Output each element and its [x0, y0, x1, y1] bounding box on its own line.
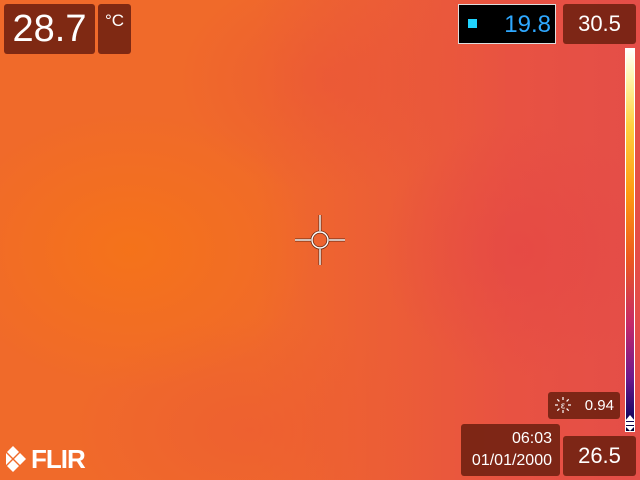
- emissivity-box[interactable]: ε 0.94: [548, 392, 620, 419]
- flir-logo: FLIR: [5, 443, 100, 475]
- scale-marker-icon[interactable]: [623, 414, 637, 432]
- measurement-value: 19.8: [504, 11, 551, 38]
- scale-min[interactable]: 26.5: [563, 436, 636, 476]
- scale-max[interactable]: 30.5: [563, 4, 636, 44]
- emissivity-value: 0.94: [584, 397, 614, 414]
- measurement-box[interactable]: 19.8: [458, 4, 556, 44]
- flir-logo-text: FLIR: [31, 444, 86, 474]
- spot-temperature: 28.7: [4, 4, 95, 54]
- time-label: 06:03: [511, 430, 552, 447]
- measurement-marker-icon: [468, 19, 477, 28]
- svg-text:ε: ε: [561, 402, 566, 412]
- date-time-box: 06:03 01/01/2000: [461, 424, 560, 476]
- color-scale-bar: [625, 48, 635, 432]
- emissivity-icon: ε: [555, 397, 571, 413]
- date-label: 01/01/2000: [471, 452, 552, 469]
- temperature-unit: °C: [98, 4, 131, 54]
- crosshair-icon[interactable]: [295, 215, 345, 265]
- flir-logo-mark-icon: [6, 446, 26, 472]
